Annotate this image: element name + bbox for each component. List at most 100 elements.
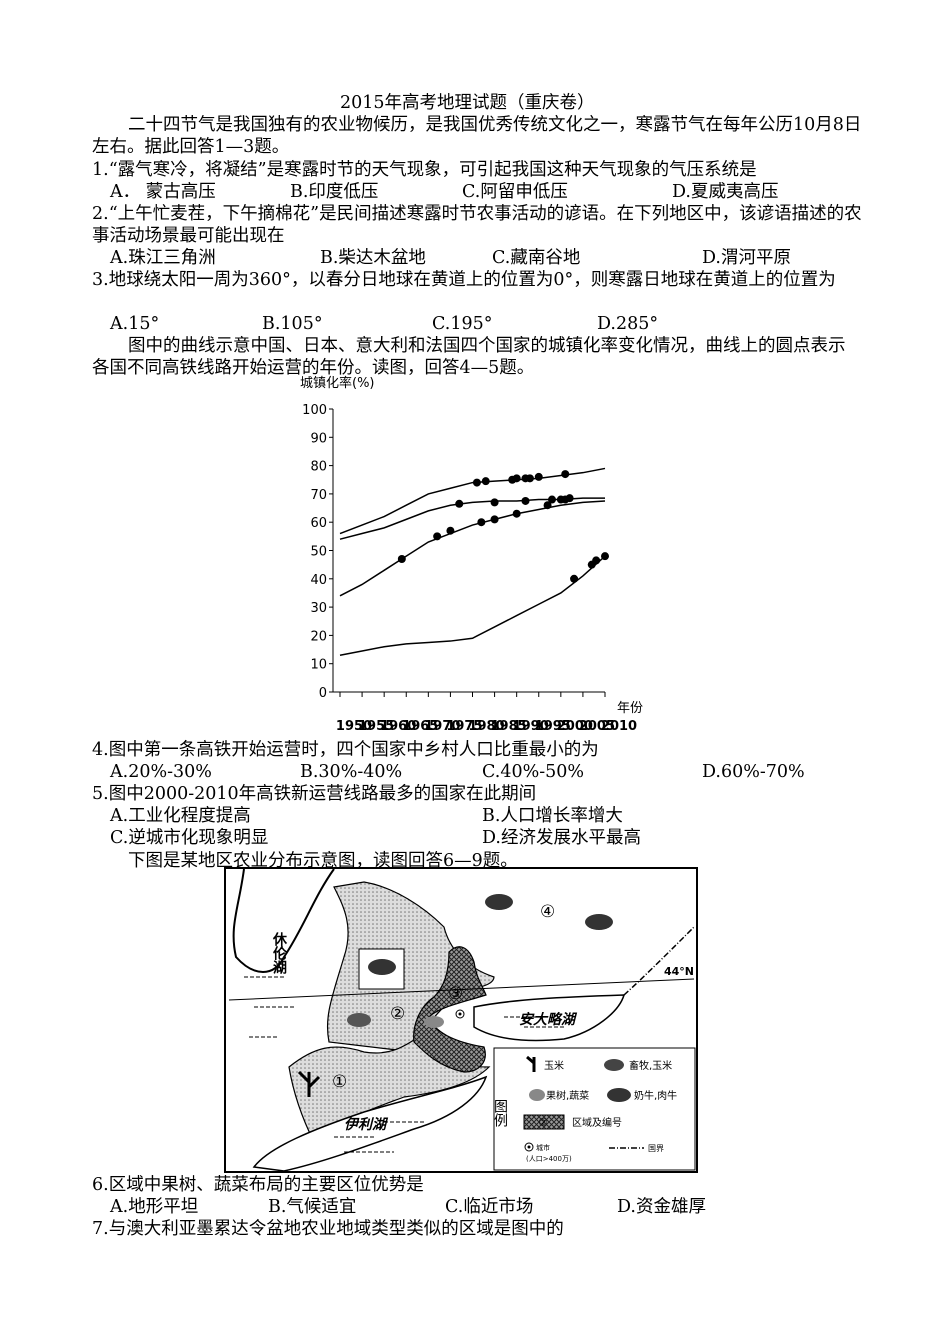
marker: [397, 554, 406, 563]
option: C.逆城市化现象明显: [110, 828, 269, 848]
question-stem: 1.“露气寒冷，将凝结”是寒露时节的天气现象，可引起我国这种天气现象的气压系统是: [92, 160, 757, 180]
marker: [592, 556, 601, 565]
region-label: ④: [540, 902, 555, 922]
legend-item: 畜牧,玉米: [629, 1059, 672, 1072]
curve: [339, 467, 606, 535]
option: D.资金雄厚: [617, 1197, 706, 1217]
curve: [339, 555, 606, 656]
y-tick-label: 100: [302, 403, 327, 418]
cow-icon: [485, 894, 513, 910]
fruit-icon: [529, 1089, 545, 1101]
lake-label: 安大略湖: [519, 1011, 578, 1028]
doc-title: 2015年高考地理试题（重庆卷）: [340, 93, 595, 113]
question-stem: 3.地球绕太阳一周为360°，以春分日地球在黄道上的位置为0°，则寒露日地球在黄…: [92, 270, 836, 290]
marker: [433, 532, 442, 541]
x-tick-label: 1995: [535, 719, 571, 734]
latitude-line: [228, 978, 695, 1001]
livestock-icon: [347, 1013, 371, 1027]
marker: [525, 474, 534, 483]
y-tick-label: 10: [310, 658, 327, 673]
y-tick-label: 30: [310, 601, 327, 616]
region-area: [413, 946, 487, 1073]
border: [623, 926, 695, 996]
marker: [534, 472, 543, 481]
legend-title: 图例: [492, 1099, 508, 1128]
marker: [481, 477, 490, 486]
map: 休伦湖 安大略湖 伊利湖 44°N ① ② ③ ④ 图例 玉米 畜牧,玉米 果树…: [224, 867, 698, 1173]
marker: [561, 470, 570, 479]
lake-label: 休伦湖: [271, 931, 288, 975]
marker: [601, 552, 609, 561]
question-stem: 7.与澳大利亚墨累达令盆地农业地域类型类似的区域是图中的: [92, 1219, 564, 1239]
option: B.30%-40%: [300, 762, 403, 782]
lake: [473, 994, 626, 1042]
question-stem: 4.图中第一条高铁开始运营时，四个国家中乡村人口比重最小的为: [92, 740, 599, 760]
lake: [252, 1075, 488, 1172]
option: B.气候适宜: [268, 1197, 357, 1217]
marker: [512, 474, 521, 483]
x-tick-label: 1960: [380, 719, 416, 734]
livestock-icon: [604, 1059, 624, 1071]
y-tick-label: 70: [310, 488, 327, 503]
option: D.60%-70%: [702, 762, 805, 782]
latitude-label: 44°N: [664, 965, 694, 978]
chart: 城镇化率(%)010203040506070809010019501955196…: [300, 375, 643, 734]
fruit-icon: [424, 1016, 444, 1028]
option: B.印度低压: [290, 182, 379, 202]
corn-icon: [526, 1055, 536, 1072]
marker: [565, 494, 574, 503]
legend-swatch-label: ②: [538, 1116, 548, 1129]
x-tick-label: 2010: [601, 719, 637, 734]
option: C.临近市场: [445, 1197, 534, 1217]
option: A.20%-30%: [110, 762, 212, 782]
water-hatch: [244, 976, 564, 1153]
region-label: ③: [448, 984, 463, 1004]
legend-item: 果树,蔬菜: [546, 1089, 589, 1102]
x-tick-label: 1955: [358, 719, 394, 734]
y-tick-label: 0: [319, 686, 327, 701]
y-tick-label: 50: [310, 545, 327, 560]
marker: [570, 574, 579, 583]
marker: [490, 515, 499, 524]
option: B.柴达木盆地: [320, 248, 426, 268]
curve: [339, 500, 606, 597]
legend-item: 奶牛,肉牛: [634, 1089, 677, 1102]
legend-item: 国界: [648, 1144, 664, 1153]
cow-icon: [368, 959, 396, 975]
x-axis-label: 年份: [617, 701, 643, 716]
cow-icon: [585, 914, 613, 930]
option: A.地形平坦: [110, 1197, 199, 1217]
marker: [446, 526, 455, 535]
option: C.195°: [432, 314, 493, 334]
marker: [472, 478, 481, 487]
region-label: ②: [390, 1004, 405, 1024]
option: B.105°: [262, 314, 323, 334]
coast: [232, 868, 335, 973]
lake-label: 伊利湖: [344, 1116, 389, 1133]
legend-item: 城市: [536, 1143, 550, 1152]
option: A.工业化程度提高: [110, 806, 251, 826]
x-tick-label: 1990: [513, 719, 549, 734]
option: D.经济发展水平最高: [482, 828, 641, 848]
option: A.15°: [110, 314, 160, 334]
y-tick-label: 90: [310, 431, 327, 446]
option: C.藏南谷地: [492, 248, 581, 268]
question-stem: 6.区域中果树、蔬菜布局的主要区位优势是: [92, 1175, 424, 1195]
x-tick-label: 1965: [402, 719, 438, 734]
y-tick-label: 20: [310, 629, 327, 644]
intro: 二十四节气是我国独有的农业物候历，是我国优秀传统文化之一，寒露节气在每年公历10…: [92, 115, 862, 157]
x-tick-label: 1985: [490, 719, 526, 734]
city: [458, 1012, 462, 1016]
region-label: ①: [332, 1072, 347, 1092]
option: D.夏威夷高压: [672, 182, 779, 202]
option: B.人口增长率增大: [482, 806, 623, 826]
marker: [512, 509, 521, 518]
intro: 图中的曲线示意中国、日本、意大利和法国四个国家的城镇化率变化情况，曲线上的圆点表…: [92, 336, 846, 378]
marker: [543, 501, 552, 510]
option: C.阿留申低压: [462, 182, 568, 202]
legend-swatch: [523, 1114, 565, 1130]
corn-icon: [297, 1070, 321, 1097]
option: C.40%-50%: [482, 762, 585, 782]
y-tick-label: 80: [310, 460, 327, 475]
